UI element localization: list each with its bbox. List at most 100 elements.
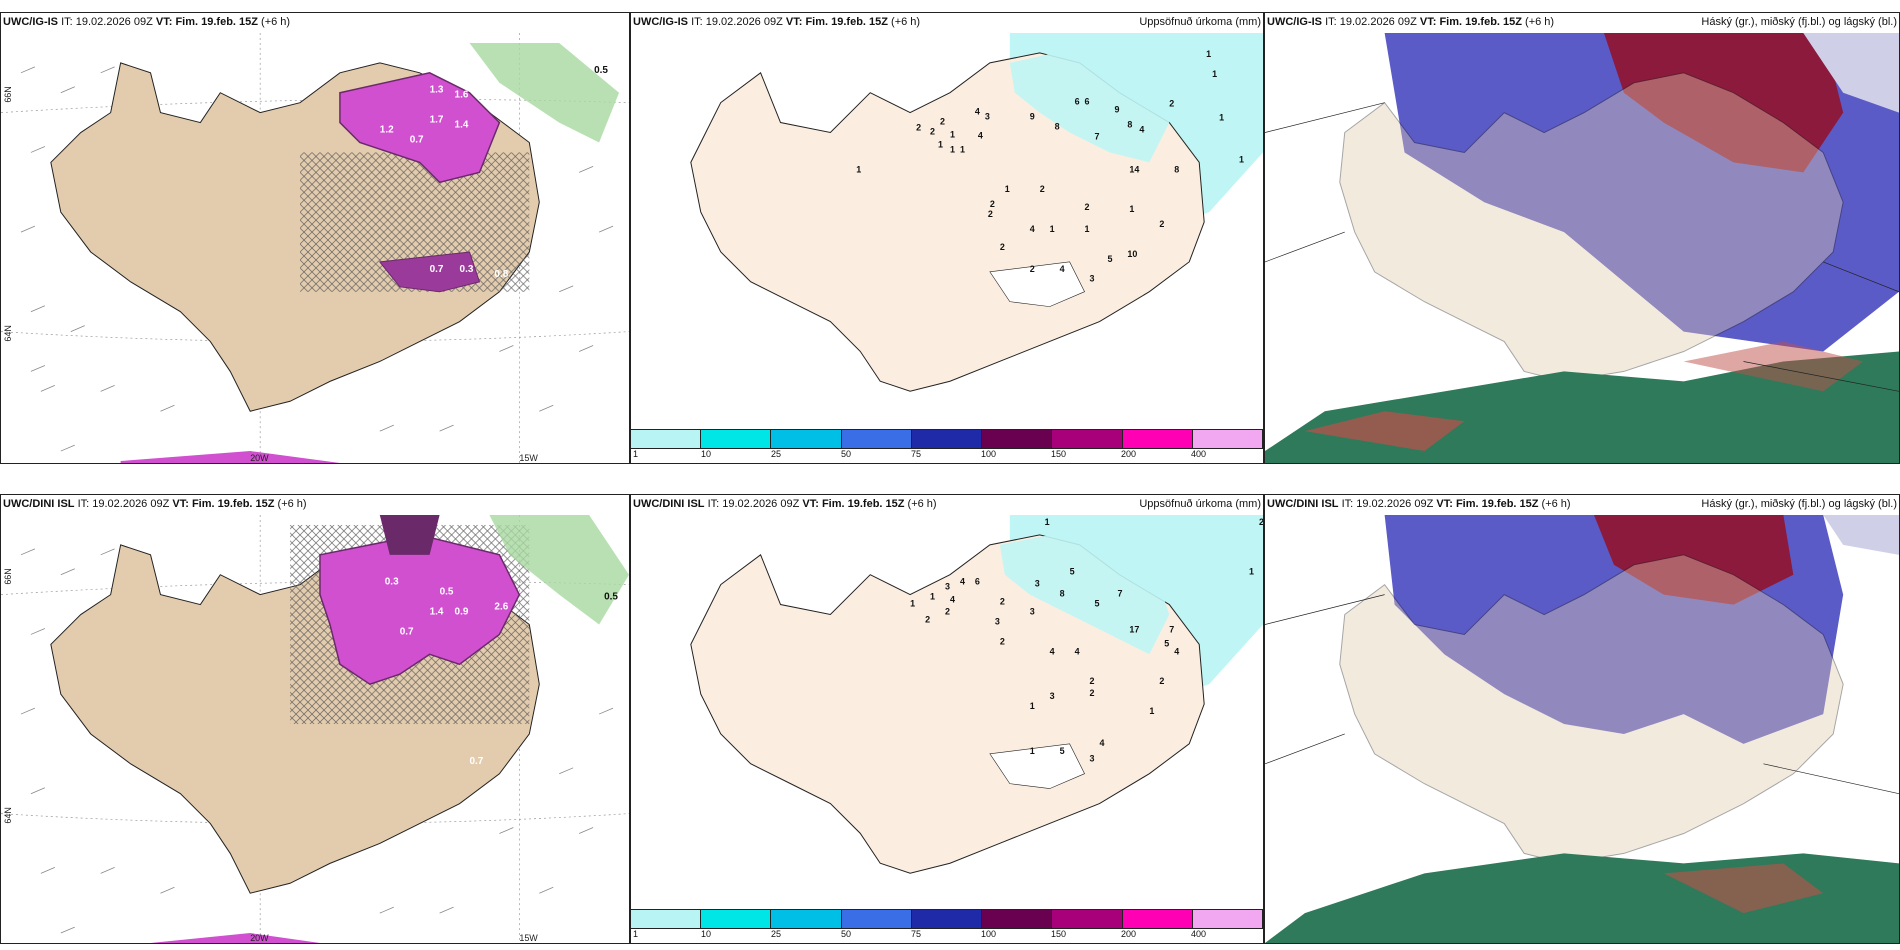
svg-text:1: 1 [1249, 567, 1254, 577]
svg-text:4: 4 [960, 577, 965, 587]
svg-text:2: 2 [1259, 517, 1263, 527]
cloud-map [1265, 515, 1899, 943]
svg-text:1: 1 [1005, 184, 1010, 194]
svg-text:0.8: 0.8 [494, 269, 508, 280]
panel-title-right: Háský (gr.), miðský (fj.bl.) og lágský (… [1701, 498, 1897, 510]
svg-text:17: 17 [1129, 624, 1139, 634]
panel-header: UWC/IG-IS IT: 19.02.2026 09Z VT: Fim. 19… [1267, 16, 1555, 28]
cloud-map [1265, 33, 1899, 463]
svg-text:4: 4 [1030, 224, 1035, 234]
svg-text:1: 1 [1149, 706, 1154, 716]
iceland-landmass [1339, 554, 1844, 864]
map-svg [1265, 515, 1899, 943]
svg-text:15W: 15W [519, 453, 538, 463]
panel-header: UWC/DINI ISL IT: 19.02.2026 09Z VT: Fim.… [633, 498, 937, 510]
panel-r1-right: UWC/IG-IS IT: 19.02.2026 09Z VT: Fim. 19… [1264, 12, 1900, 464]
svg-text:2: 2 [930, 126, 935, 136]
svg-text:2: 2 [925, 614, 930, 624]
precip-area [339, 72, 501, 184]
svg-text:3: 3 [1035, 579, 1040, 589]
svg-text:4: 4 [1174, 646, 1179, 656]
svg-text:4: 4 [1139, 125, 1144, 135]
svg-text:64N: 64N [3, 325, 13, 341]
panel-r2-left: UWC/DINI ISL IT: 19.02.2026 09Z VT: Fim.… [0, 494, 630, 944]
svg-text:2: 2 [1000, 597, 1005, 607]
svg-text:4: 4 [950, 595, 955, 605]
svg-text:5: 5 [1095, 599, 1100, 609]
svg-text:2: 2 [1159, 676, 1164, 686]
svg-text:5: 5 [1070, 567, 1075, 577]
svg-text:64N: 64N [3, 807, 13, 823]
svg-text:4: 4 [1060, 264, 1065, 274]
svg-text:0.4: 0.4 [410, 55, 424, 66]
svg-text:1: 1 [1219, 113, 1224, 123]
panel-r2-right: UWC/DINI ISL IT: 19.02.2026 09Z VT: Fim.… [1264, 494, 1900, 944]
svg-text:0.7: 0.7 [410, 134, 424, 145]
svg-text:3: 3 [1050, 691, 1055, 701]
svg-text:20W: 20W [250, 933, 269, 943]
colorbar-labels: 1 10 25 50 75 100 150 200 400 [633, 929, 1207, 939]
svg-text:3: 3 [1090, 754, 1095, 764]
svg-text:1: 1 [1030, 746, 1035, 756]
svg-text:7: 7 [1117, 589, 1122, 599]
panel-header: UWC/IG-IS IT: 19.02.2026 09Z VT: Fim. 19… [3, 16, 291, 28]
svg-text:0.5: 0.5 [440, 587, 454, 598]
svg-text:2: 2 [1000, 636, 1005, 646]
svg-text:1: 1 [910, 599, 915, 609]
panel-title-right: Uppsöfnuð úrkoma (mm) [1139, 16, 1261, 28]
svg-text:1: 1 [1045, 517, 1050, 527]
svg-text:1: 1 [950, 129, 955, 139]
svg-text:20W: 20W [250, 453, 269, 463]
svg-text:4: 4 [975, 107, 980, 117]
svg-text:0.3: 0.3 [385, 577, 399, 588]
panel-title-right: Háský (gr.), miðský (fj.bl.) og lágský (… [1701, 16, 1897, 28]
colorbar-labels: 1 10 25 50 75 100 150 200 400 [633, 449, 1207, 459]
iceland-landmass [1339, 72, 1844, 382]
svg-text:0.7: 0.7 [400, 626, 414, 637]
svg-text:1.4: 1.4 [455, 120, 469, 131]
svg-text:14: 14 [1129, 164, 1139, 174]
svg-text:8: 8 [1174, 164, 1179, 174]
svg-text:1: 1 [1129, 204, 1134, 214]
panel-header: UWC/DINI ISL IT: 19.02.2026 09Z VT: Fim.… [3, 498, 307, 510]
svg-text:2: 2 [1159, 219, 1164, 229]
svg-text:1: 1 [1030, 701, 1035, 711]
svg-text:6: 6 [1075, 97, 1080, 107]
colorbar [631, 909, 1263, 929]
svg-text:15W: 15W [519, 933, 538, 943]
svg-text:8: 8 [1055, 122, 1060, 132]
svg-text:5: 5 [1164, 638, 1169, 648]
svg-text:3: 3 [1030, 607, 1035, 617]
panel-r1-mid: UWC/IG-IS IT: 19.02.2026 09Z VT: Fim. 19… [630, 12, 1264, 464]
svg-text:66N: 66N [3, 86, 13, 102]
svg-text:6: 6 [975, 577, 980, 587]
svg-text:2: 2 [1169, 99, 1174, 109]
svg-text:6: 6 [1085, 97, 1090, 107]
map-svg: 66N 64N 20W 15W 0.4 2.0 1.3 1.6 1.7 1.4 … [1, 33, 629, 463]
svg-text:8: 8 [1127, 120, 1132, 130]
svg-text:2: 2 [1040, 184, 1045, 194]
svg-text:0.5: 0.5 [604, 592, 618, 603]
svg-text:1: 1 [938, 139, 943, 149]
svg-text:4: 4 [978, 130, 983, 140]
svg-text:1: 1 [856, 164, 861, 174]
svg-text:1: 1 [950, 144, 955, 154]
svg-text:3: 3 [995, 616, 1000, 626]
svg-text:10: 10 [1127, 249, 1137, 259]
wind-precip-map: 66N 64N 20W 15W 0.3 0.5 1.4 0.9 2.6 0.7 … [1, 515, 629, 943]
svg-text:3: 3 [985, 112, 990, 122]
svg-text:9: 9 [1114, 105, 1119, 115]
svg-text:2: 2 [1090, 676, 1095, 686]
svg-text:0.5: 0.5 [594, 65, 608, 76]
panel-header: UWC/IG-IS IT: 19.02.2026 09Z VT: Fim. 19… [633, 16, 921, 28]
svg-text:0.7: 0.7 [470, 756, 484, 767]
panel-header: UWC/DINI ISL IT: 19.02.2026 09Z VT: Fim.… [1267, 498, 1571, 510]
map-svg [1265, 33, 1899, 463]
svg-text:7: 7 [1169, 624, 1174, 634]
svg-text:7: 7 [1095, 131, 1100, 141]
svg-text:9: 9 [1030, 112, 1035, 122]
svg-text:1: 1 [1212, 69, 1217, 79]
